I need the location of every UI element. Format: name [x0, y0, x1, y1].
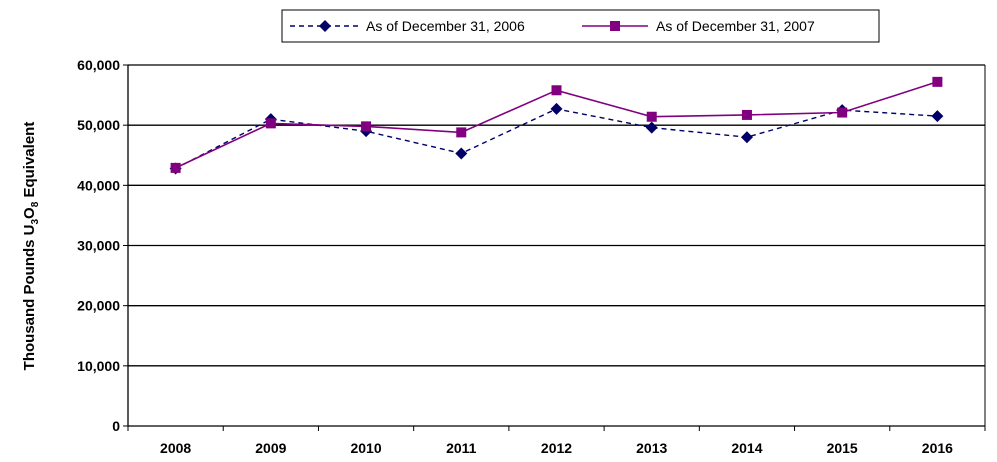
y-title-part-1: Thousand Pounds U — [21, 225, 38, 371]
series-1-point-2011 — [456, 127, 467, 138]
series-0-point-2012 — [550, 102, 563, 115]
y-tick-label-30000: 30,000 — [77, 238, 120, 254]
legend-marker-2006 — [319, 20, 331, 32]
series-1-point-2009 — [265, 118, 276, 129]
y-title-sub-2: 8 — [30, 201, 41, 207]
y-title-part-3: Equivalent — [21, 122, 38, 202]
series-1-point-2012 — [551, 85, 562, 96]
y-title-part-2: O — [21, 207, 38, 219]
x-tick-label-2010: 2010 — [350, 440, 381, 456]
legend-box — [281, 9, 880, 43]
series-0-point-2016 — [931, 110, 944, 123]
series-1-point-2016 — [932, 76, 943, 87]
y-tick-label-10000: 10,000 — [77, 358, 120, 374]
x-tick-label-2016: 2016 — [922, 440, 953, 456]
series-0-point-2013 — [645, 121, 658, 134]
y-title-sub-1: 3 — [30, 219, 41, 225]
y-axis-title: Thousand Pounds U3O8 Equivalent — [21, 122, 41, 371]
series-0-point-2014 — [740, 131, 753, 144]
series-1-point-2014 — [741, 109, 752, 120]
x-tick-label-2009: 2009 — [255, 440, 286, 456]
x-tick-label-2013: 2013 — [636, 440, 667, 456]
series-1-point-2010 — [361, 121, 372, 132]
x-tick-label-2008: 2008 — [160, 440, 191, 456]
plot-area: 0 10,000 20,000 30,000 40,000 50,000 60,000 200… — [77, 57, 986, 456]
series-1-point-2008 — [170, 162, 181, 173]
y-tick-label-60000: 60,000 — [77, 57, 120, 73]
y-tick-label-0: 0 — [112, 418, 120, 434]
x-tick-label-2012: 2012 — [541, 440, 572, 456]
x-tick-label-2011: 2011 — [446, 440, 477, 456]
svg-text:Thousand Pounds U3O8 Equivalen: Thousand Pounds U3O8 Equivalent — [21, 122, 41, 371]
y-tick-label-50000: 50,000 — [77, 117, 120, 133]
legend-label-2006: As of December 31, 2006 — [366, 18, 525, 34]
y-tick-label-40000: 40,000 — [77, 177, 120, 193]
x-tick-label-2015: 2015 — [827, 440, 858, 456]
x-tick-label-2014: 2014 — [731, 440, 762, 456]
y-tick-label-20000: 20,000 — [77, 298, 120, 314]
legend-label-2007: As of December 31, 2007 — [656, 18, 815, 34]
legend: As of December 31, 2006 As of December 3… — [281, 9, 880, 43]
series-1-point-2013 — [646, 111, 657, 122]
legend-marker-2007 — [610, 21, 620, 31]
series-1-point-2015 — [837, 107, 848, 118]
series-0-point-2011 — [455, 147, 468, 160]
